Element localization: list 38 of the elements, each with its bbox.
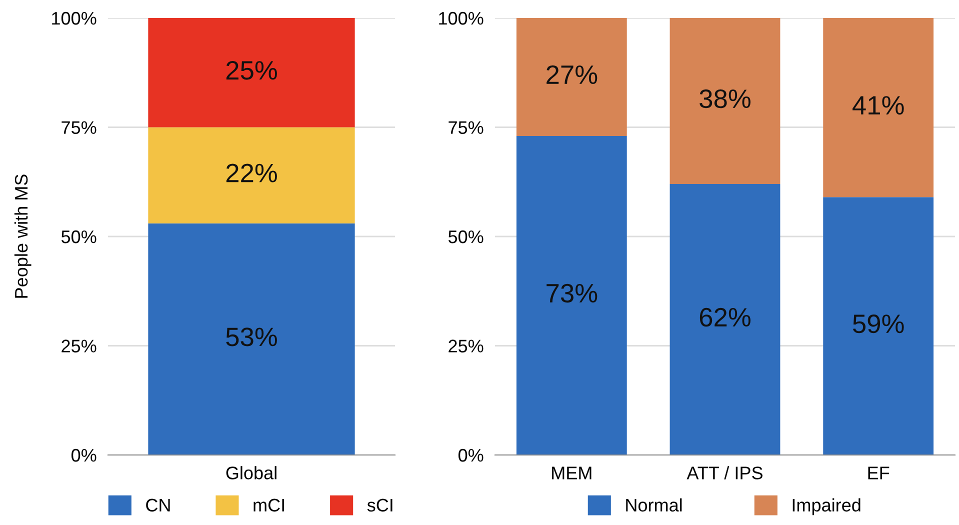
bar bbox=[148, 127, 355, 224]
data-label: 59% bbox=[852, 314, 904, 334]
bar bbox=[670, 18, 780, 184]
x-tick-label: ATT / IPS bbox=[686, 466, 762, 480]
bar bbox=[670, 184, 780, 455]
bar bbox=[516, 18, 627, 136]
legend-label: Impaired bbox=[792, 498, 860, 516]
data-label: 41% bbox=[852, 96, 904, 115]
y-tick-label: 0% bbox=[458, 448, 484, 462]
legend-label: CN bbox=[146, 498, 170, 512]
y-tick-label: 75% bbox=[62, 121, 96, 134]
y-tick-label: 75% bbox=[448, 121, 484, 134]
bar bbox=[148, 223, 355, 455]
text: Normal bbox=[626, 498, 682, 512]
data-label: 25% bbox=[226, 61, 277, 80]
data-label: 73% bbox=[546, 284, 598, 303]
legend-label: sCI bbox=[367, 498, 392, 512]
data-label: 62% bbox=[700, 308, 750, 327]
data-label: 22% bbox=[226, 164, 277, 182]
y-tick-label: 50% bbox=[61, 230, 96, 244]
bar bbox=[516, 136, 627, 455]
y-axis-title: People with MS bbox=[14, 174, 32, 298]
y-tick-label: 25% bbox=[62, 340, 96, 352]
data-label: 38% bbox=[700, 89, 750, 108]
legend-label: mCI bbox=[254, 498, 284, 512]
bar bbox=[823, 18, 934, 198]
x-tick-label: EF bbox=[868, 466, 890, 480]
y-tick-label: 100% bbox=[52, 12, 96, 25]
x-tick-label: Global bbox=[226, 466, 276, 480]
bar bbox=[823, 197, 934, 455]
y-tick-label: 100% bbox=[439, 12, 484, 25]
data-label: 27% bbox=[546, 65, 598, 84]
x-tick-label: MEM bbox=[552, 466, 592, 480]
bar bbox=[148, 18, 355, 128]
y-tick-label: 50% bbox=[448, 230, 484, 244]
y-tick-label: 0% bbox=[72, 448, 96, 462]
data-label: 53% bbox=[226, 328, 277, 346]
y-tick-label: 25% bbox=[448, 340, 484, 352]
